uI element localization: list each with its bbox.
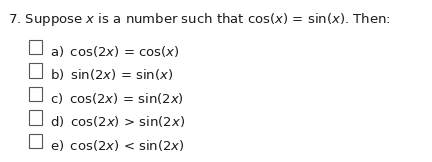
Text: 7. Suppose $x$ is a number such that cos($x$) = sin($x$). Then:: 7. Suppose $x$ is a number such that cos… bbox=[8, 11, 391, 28]
Bar bbox=[29, 110, 42, 125]
Bar bbox=[29, 40, 42, 54]
Bar bbox=[29, 134, 42, 148]
Text: e) cos(2$x$) < sin(2$x$): e) cos(2$x$) < sin(2$x$) bbox=[50, 138, 184, 153]
Text: b) sin(2$x$) = sin($x$): b) sin(2$x$) = sin($x$) bbox=[50, 67, 173, 82]
Bar bbox=[29, 87, 42, 101]
Bar bbox=[29, 63, 42, 78]
Text: d) cos(2$x$) > sin(2$x$): d) cos(2$x$) > sin(2$x$) bbox=[50, 114, 185, 129]
Text: c) cos(2$x$) = sin(2$x$): c) cos(2$x$) = sin(2$x$) bbox=[50, 91, 184, 106]
Text: a) cos(2$x$) = cos($x$): a) cos(2$x$) = cos($x$) bbox=[50, 44, 179, 59]
